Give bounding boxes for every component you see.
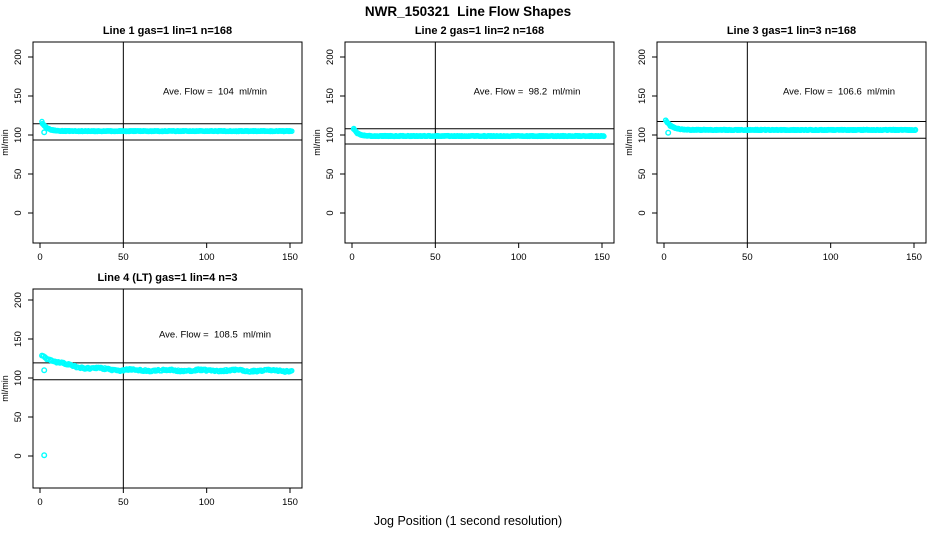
- y-axis-title: ml/min: [624, 129, 634, 156]
- y-tick-label: 200: [13, 292, 24, 308]
- x-tick-label: 0: [37, 252, 42, 263]
- x-axis-title: Jog Position (1 second resolution): [373, 514, 563, 528]
- data-points: [662, 117, 919, 136]
- y-tick-label: 50: [13, 169, 24, 180]
- x-tick-label: 100: [823, 252, 839, 263]
- outlier-point: [41, 452, 48, 459]
- plot-box: [344, 41, 615, 244]
- x-tick-label: 100: [199, 252, 215, 263]
- x-tick-label: 100: [511, 252, 527, 263]
- y-axis-title: ml/min: [0, 129, 10, 156]
- x-tick-label: 50: [118, 497, 129, 508]
- panel-line-4: Line 4 (LT) gas=1 lin=4 n=3 0 50 100 150 0 50 1…: [0, 270, 312, 520]
- y-tick-label: 0: [325, 210, 336, 215]
- panel-title: Line 4 (LT) gas=1 lin=4 n=3: [97, 272, 237, 284]
- y-tick-label: 150: [13, 88, 24, 104]
- ave-flow-annotation: Ave. Flow = 106.6 ml/min: [783, 86, 895, 97]
- x-tick-label: 0: [661, 252, 666, 263]
- y-tick-label: 50: [637, 169, 648, 180]
- y-tick-label: 50: [325, 169, 336, 180]
- data-point: [289, 128, 295, 134]
- outlier-point: [665, 129, 672, 136]
- y-tick-label: 100: [637, 127, 648, 143]
- panel-title: Line 1 gas=1 lin=1 n=168: [103, 25, 232, 37]
- y-tick-label: 50: [13, 412, 24, 423]
- y-tick-label: 200: [13, 49, 24, 65]
- panel-title: Line 2 gas=1 lin=2 n=168: [415, 25, 544, 37]
- y-tick-label: 100: [325, 127, 336, 143]
- data-points: [350, 125, 607, 140]
- x-tick-label: 150: [906, 252, 922, 263]
- panel-line-4-svg: Line 4 (LT) gas=1 lin=4 n=3 0 50 100 150 0 50 1…: [0, 272, 303, 508]
- y-tick-label: 150: [325, 88, 336, 104]
- data-points: [39, 118, 295, 136]
- y-tick-label: 0: [13, 453, 24, 458]
- ave-flow-annotation: Ave. Flow = 98.2 ml/min: [474, 86, 581, 97]
- chart-title: NWR_150321 Line Flow Shapes: [364, 4, 572, 19]
- data-point: [601, 133, 607, 140]
- y-tick-label: 0: [13, 210, 24, 215]
- y-axis-title: ml/min: [312, 129, 322, 156]
- panel-line-3: Line 3 gas=1 lin=3 n=168 0 50 100 150 0 50 100 1…: [624, 20, 936, 270]
- panel-line-1-svg: Line 1 gas=1 lin=1 n=168 0 50 100 150 0 50 100 1…: [0, 25, 303, 263]
- y-tick-label: 150: [637, 88, 648, 104]
- plot-box: [656, 41, 927, 244]
- data-points: [39, 352, 295, 459]
- x-tick-label: 50: [742, 252, 753, 263]
- x-tick-label: 150: [594, 252, 610, 263]
- data-point: [175, 368, 181, 375]
- ave-flow-annotation: Ave. Flow = 108.5 ml/min: [159, 329, 271, 340]
- plot-box: [32, 41, 303, 244]
- y-tick-label: 200: [637, 49, 648, 65]
- x-tick-label: 100: [199, 497, 215, 508]
- ave-flow-annotation: Ave. Flow = 104 ml/min: [163, 86, 267, 97]
- y-tick-label: 150: [13, 331, 24, 347]
- panel-line-2-svg: Line 2 gas=1 lin=2 n=168 0 50 100 150 0 50 100 1…: [312, 25, 615, 263]
- x-tick-label: 0: [37, 497, 42, 508]
- x-tick-label: 50: [118, 252, 129, 263]
- y-axis-title: ml/min: [0, 375, 10, 402]
- y-tick-label: 100: [13, 127, 24, 143]
- x-tick-label: 50: [430, 252, 441, 263]
- panel-line-2: Line 2 gas=1 lin=2 n=168 0 50 100 150 0 50 100 1…: [312, 20, 624, 270]
- x-tick-label: 150: [282, 497, 298, 508]
- panel-title: Line 3 gas=1 lin=3 n=168: [727, 25, 856, 37]
- outlier-point: [41, 367, 48, 374]
- y-tick-label: 200: [325, 49, 336, 65]
- plot-box: [32, 288, 303, 489]
- y-tick-label: 0: [637, 210, 648, 215]
- panel-line-3-svg: Line 3 gas=1 lin=3 n=168 0 50 100 150 0 50 100 1…: [624, 25, 927, 263]
- outlier-point: [41, 129, 48, 136]
- x-tick-label: 150: [282, 252, 298, 263]
- panel-line-1: Line 1 gas=1 lin=1 n=168 0 50 100 150 0 50 100 1…: [0, 20, 312, 270]
- data-point: [288, 368, 294, 374]
- x-tick-label: 0: [349, 252, 354, 263]
- y-tick-label: 100: [13, 370, 24, 386]
- data-point: [912, 126, 919, 133]
